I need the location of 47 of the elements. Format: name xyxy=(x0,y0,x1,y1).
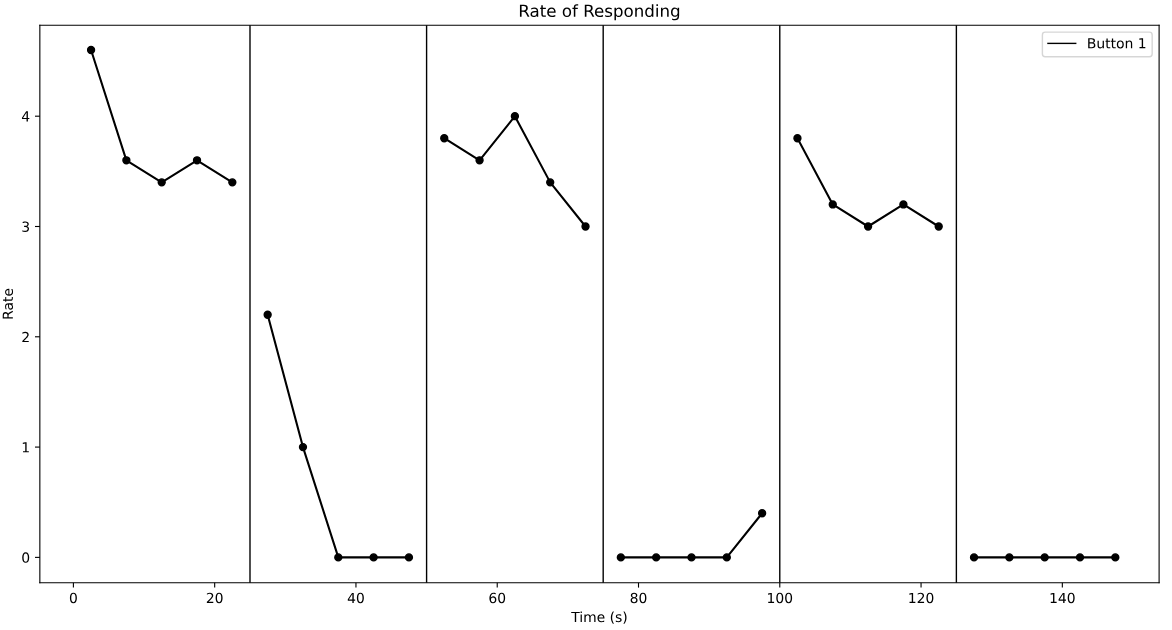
x-tick-label: 0 xyxy=(69,592,77,604)
point xyxy=(899,200,908,209)
point xyxy=(1040,553,1049,562)
point xyxy=(793,134,802,143)
point xyxy=(440,134,449,143)
point xyxy=(757,509,767,518)
point xyxy=(1005,553,1014,562)
y-tick-label: 1 xyxy=(22,442,29,453)
x-axis-title: Time (s) xyxy=(571,611,627,624)
y-tick-label: 2 xyxy=(22,331,29,343)
point xyxy=(651,553,661,562)
point xyxy=(1111,553,1120,562)
point xyxy=(298,442,308,452)
chart-title: Rate of Responding xyxy=(519,4,680,21)
x-tick-label: 140 xyxy=(1050,592,1075,604)
point xyxy=(475,156,484,165)
point xyxy=(334,553,343,562)
point xyxy=(722,553,731,562)
point xyxy=(828,200,837,209)
y-tick-label: 3 xyxy=(22,221,30,232)
point xyxy=(687,553,696,562)
y-tick-label: 0 xyxy=(22,552,30,563)
point xyxy=(404,553,414,562)
point xyxy=(510,112,520,121)
x-tick-label: 20 xyxy=(206,592,223,604)
y-axis-title: Rate xyxy=(2,288,14,319)
point xyxy=(263,310,272,319)
point xyxy=(122,156,131,165)
point xyxy=(546,178,555,187)
point xyxy=(86,45,96,55)
y-tick-label: 4 xyxy=(21,111,30,122)
point xyxy=(228,178,237,187)
point xyxy=(157,178,166,187)
point xyxy=(616,553,626,562)
legend-label: Button 1 xyxy=(1088,38,1146,49)
point xyxy=(192,156,202,165)
point xyxy=(863,222,873,231)
point xyxy=(969,553,979,562)
point xyxy=(581,222,590,231)
point xyxy=(934,222,943,231)
x-tick-label: 60 xyxy=(489,592,506,604)
point xyxy=(1075,553,1085,562)
x-tick-label: 100 xyxy=(768,592,793,604)
point xyxy=(369,553,378,562)
x-tick-label: 120 xyxy=(909,592,934,604)
x-tick-label: 80 xyxy=(630,592,647,604)
x-tick-label: 40 xyxy=(347,592,364,604)
